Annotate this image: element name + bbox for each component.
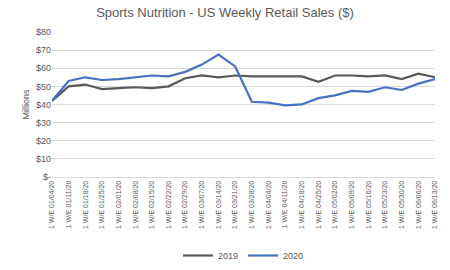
svg-text:1 W/E 02/29/20: 1 W/E 02/29/20 [181, 181, 188, 229]
svg-text:1 W/E 03/14/20: 1 W/E 03/14/20 [215, 181, 222, 229]
svg-text:1 W/E 02/15/20: 1 W/E 02/15/20 [148, 181, 155, 229]
svg-text:1 W/E 02/01/20: 1 W/E 02/01/20 [115, 181, 122, 229]
svg-text:1 W/E 03/28/20: 1 W/E 03/28/20 [248, 181, 255, 229]
svg-text:1 W/E 02/08/20: 1 W/E 02/08/20 [132, 181, 139, 229]
svg-text:$30: $30 [36, 118, 51, 128]
svg-text:1 W/E 06/13/20: 1 W/E 06/13/20 [431, 181, 438, 229]
svg-text:1 W/E 04/25/20: 1 W/E 04/25/20 [315, 181, 322, 229]
svg-text:Millions: Millions [21, 89, 31, 120]
svg-text:Sports Nutrition - US Weekly R: Sports Nutrition - US Weekly Retail Sale… [96, 5, 354, 20]
svg-text:1 W/E 04/04/20: 1 W/E 04/04/20 [265, 181, 272, 229]
svg-text:1 W/E 05/23/20: 1 W/E 05/23/20 [381, 181, 388, 229]
svg-text:2020: 2020 [283, 251, 303, 261]
svg-text:1 W/E 01/11/20: 1 W/E 01/11/20 [65, 181, 72, 229]
svg-text:1 W/E 05/16/20: 1 W/E 05/16/20 [365, 181, 372, 229]
svg-text:1 W/E 01/04/20: 1 W/E 01/04/20 [48, 181, 55, 229]
svg-text:1 W/E 06/06/20: 1 W/E 06/06/20 [415, 181, 422, 229]
svg-text:2019: 2019 [218, 251, 238, 261]
svg-text:$40: $40 [36, 100, 51, 110]
svg-text:1 W/E 04/11/20: 1 W/E 04/11/20 [281, 181, 288, 229]
svg-text:1 W/E 02/22/20: 1 W/E 02/22/20 [165, 181, 172, 229]
svg-text:1 W/E 01/25/20: 1 W/E 01/25/20 [98, 181, 105, 229]
svg-text:$60: $60 [36, 63, 51, 73]
svg-text:1 W/E 05/02/20: 1 W/E 05/02/20 [331, 181, 338, 229]
svg-text:$50: $50 [36, 82, 51, 92]
svg-text:1 W/E 03/07/20: 1 W/E 03/07/20 [198, 181, 205, 229]
svg-text:1 W/E 03/21/20: 1 W/E 03/21/20 [231, 181, 238, 229]
svg-text:$-: $- [43, 172, 51, 182]
svg-text:1 W/E 05/09/20: 1 W/E 05/09/20 [348, 181, 355, 229]
svg-text:1 W/E 05/30/20: 1 W/E 05/30/20 [398, 181, 405, 229]
svg-text:$10: $10 [36, 154, 51, 164]
svg-text:$20: $20 [36, 136, 51, 146]
svg-text:$70: $70 [36, 45, 51, 55]
svg-text:1 W/E 01/18/20: 1 W/E 01/18/20 [82, 181, 89, 229]
svg-text:$80: $80 [36, 27, 51, 37]
svg-text:1 W/E 04/18/20: 1 W/E 04/18/20 [298, 181, 305, 229]
